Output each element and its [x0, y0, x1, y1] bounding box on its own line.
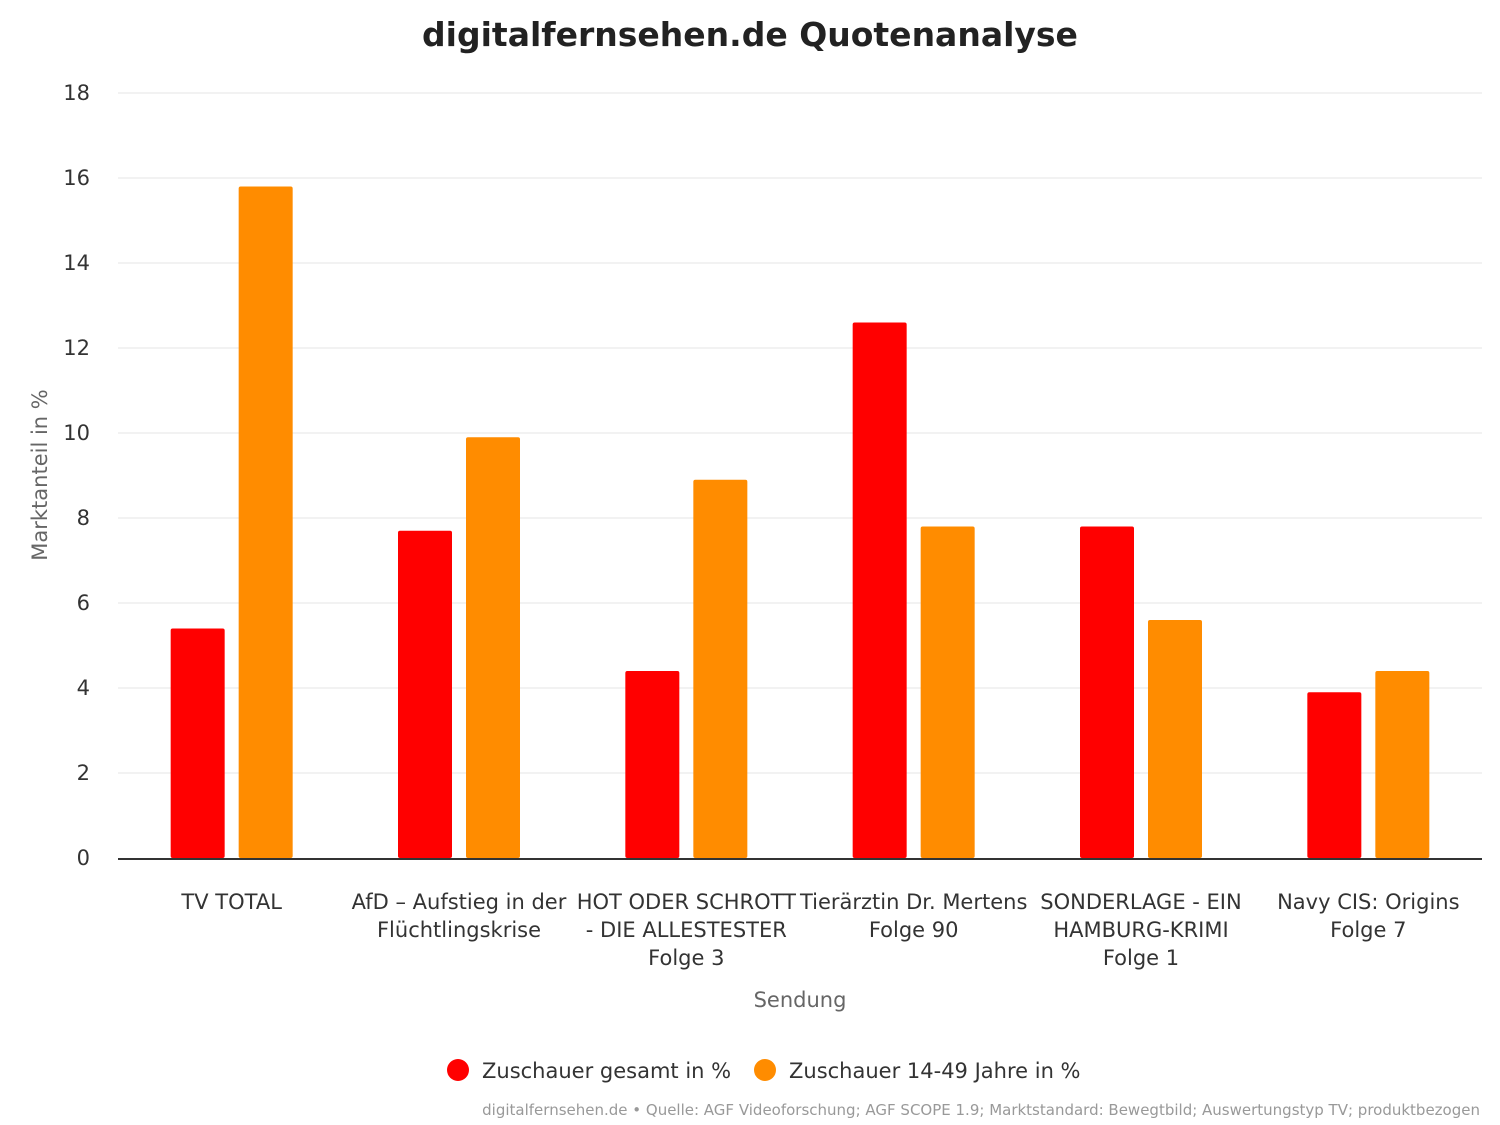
y-tick-label: 18	[63, 81, 90, 105]
y-tick-label: 10	[63, 421, 90, 445]
chart-title: digitalfernsehen.de Quotenanalyse	[422, 15, 1078, 54]
y-tick-label: 14	[63, 251, 90, 275]
bars	[170, 186, 1430, 859]
x-category-label: SONDERLAGE - EIN HAMBURG-KRIMI Folge 1	[1040, 890, 1241, 970]
y-tick-label: 6	[77, 591, 90, 615]
x-axis-title: Sendung	[754, 988, 847, 1012]
bar-zuschauer-gesamt[interactable]	[852, 322, 907, 859]
legend-label[interactable]: Zuschauer gesamt in %	[482, 1059, 731, 1083]
x-category-label: AfD – Aufstieg in der Flüchtlingskrise	[352, 890, 567, 942]
credits: digitalfernsehen.de • Quelle: AGF Videof…	[482, 1101, 1480, 1119]
bar-zuschauer-gesamt[interactable]	[170, 628, 225, 859]
bar-zuschauer-14-49[interactable]	[1375, 671, 1430, 858]
y-tick-label: 4	[77, 676, 90, 700]
bar-zuschauer-gesamt[interactable]	[625, 671, 680, 858]
y-axis-ticks: 0 2 4 6 8 10 12 14 16 18	[63, 81, 90, 870]
bar-zuschauer-gesamt[interactable]	[398, 530, 452, 858]
bar-zuschauer-14-49[interactable]	[920, 526, 975, 859]
bar-zuschauer-gesamt[interactable]	[1307, 692, 1362, 858]
x-category-label: HOT ODER SCHROTT - DIE ALLESTESTER Folge 3	[577, 890, 796, 970]
y-tick-label: 8	[77, 506, 90, 530]
bar-zuschauer-14-49[interactable]	[466, 437, 520, 858]
x-axis-categories: TV TOTAL AfD – Aufstieg in der Flüchtlings…	[180, 890, 1459, 970]
x-category-label: Navy CIS: Origins Folge 7	[1277, 890, 1459, 942]
x-category-label: Tierärztin Dr. Mertens Folge 90	[799, 890, 1027, 942]
gridlines	[118, 92, 1482, 774]
legend-label[interactable]: Zuschauer 14-49 Jahre in %	[789, 1059, 1081, 1083]
y-tick-label: 0	[77, 846, 90, 870]
bar-zuschauer-gesamt[interactable]	[1080, 526, 1134, 859]
bar-zuschauer-14-49[interactable]	[238, 186, 293, 859]
y-tick-label: 12	[63, 336, 90, 360]
x-category-label: TV TOTAL	[180, 890, 282, 914]
y-tick-label: 16	[63, 166, 90, 190]
bar-zuschauer-14-49[interactable]	[1148, 620, 1202, 858]
y-tick-label: 2	[77, 761, 90, 785]
legend-marker[interactable]	[447, 1059, 469, 1081]
bar-zuschauer-14-49[interactable]	[693, 479, 748, 858]
legend: Zuschauer gesamt in % Zuschauer 14-49 Jah…	[447, 1059, 1081, 1083]
legend-marker[interactable]	[754, 1059, 776, 1081]
y-axis-title: Marktanteil in %	[28, 389, 52, 560]
